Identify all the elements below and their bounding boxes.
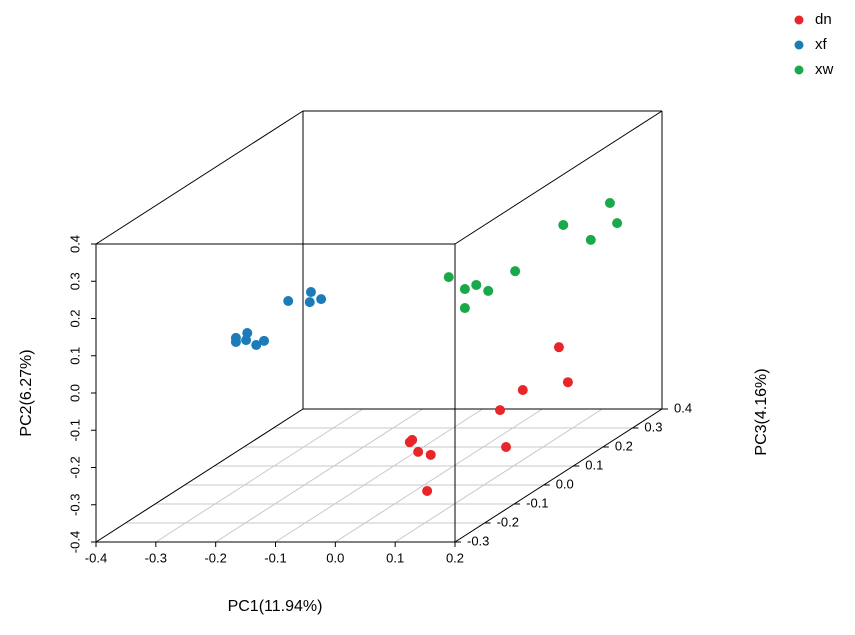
point	[283, 295, 294, 306]
point	[407, 434, 418, 445]
y-tick-label: 0.0	[67, 384, 82, 402]
x-tick-label: -0.4	[85, 550, 107, 565]
point	[553, 342, 564, 353]
legend-marker	[794, 40, 804, 50]
z-tick-label: 0.2	[615, 438, 633, 453]
point	[585, 234, 596, 245]
box-edge	[95, 408, 304, 543]
y-tick-label: 0.4	[67, 235, 82, 253]
y-axis-title: PC2(6.27%)	[18, 349, 35, 436]
point	[251, 339, 262, 350]
x-tick-label: 0.1	[386, 550, 404, 565]
point	[459, 284, 470, 295]
point	[316, 294, 327, 305]
z-tick-label: 0.3	[644, 419, 662, 434]
x-tick-label: 0.0	[326, 550, 344, 565]
point	[422, 485, 433, 496]
point	[259, 335, 270, 346]
box-edge	[454, 408, 663, 543]
point	[304, 297, 315, 308]
grid-line	[394, 408, 603, 543]
grid-line	[275, 408, 483, 543]
x-tick-label: -0.1	[264, 550, 286, 565]
z-tick-label: -0.3	[467, 533, 489, 548]
grid-line	[335, 408, 543, 543]
point	[241, 335, 252, 346]
y-tick-label: 0.2	[67, 309, 82, 327]
x-axis-title: PC1(11.94%)	[228, 598, 323, 615]
point	[459, 303, 470, 314]
x-tick-label: -0.3	[145, 550, 167, 565]
y-tick-label: -0.2	[67, 456, 82, 478]
legend-marker	[794, 15, 804, 25]
point	[517, 385, 528, 396]
z-tick-label: 0.1	[585, 457, 603, 472]
point	[413, 446, 424, 457]
y-tick-label: 0.3	[67, 272, 82, 290]
z-tick-label: 0.0	[556, 476, 574, 491]
point	[305, 287, 316, 298]
point	[471, 279, 482, 290]
point	[495, 405, 506, 416]
z-tick-label: 0.4	[674, 400, 692, 415]
point	[612, 218, 623, 229]
box-edge	[95, 110, 304, 245]
point	[604, 198, 615, 209]
point	[483, 285, 494, 296]
z-tick-label: -0.1	[526, 495, 548, 510]
y-tick-label: -0.4	[67, 531, 82, 553]
y-tick-label: -0.1	[67, 419, 82, 441]
point	[425, 449, 436, 460]
point	[510, 266, 521, 277]
legend-label: xw	[815, 61, 834, 78]
legend-label: xf	[815, 36, 828, 53]
z-tick-label: -0.2	[497, 514, 519, 529]
point	[443, 272, 454, 283]
point	[558, 219, 569, 230]
z-axis-title: PC3(4.16%)	[753, 368, 770, 455]
box-edge	[454, 110, 663, 245]
point	[562, 377, 573, 388]
point	[230, 336, 241, 347]
point	[501, 442, 512, 453]
x-tick-label: 0.2	[446, 550, 464, 565]
legend-label: dn	[815, 11, 832, 28]
legend-marker	[794, 65, 804, 75]
y-tick-label: 0.1	[67, 347, 82, 365]
grid-line	[155, 408, 364, 543]
y-tick-label: -0.3	[67, 494, 82, 516]
x-tick-label: -0.2	[204, 550, 226, 565]
grid-line	[215, 408, 423, 543]
